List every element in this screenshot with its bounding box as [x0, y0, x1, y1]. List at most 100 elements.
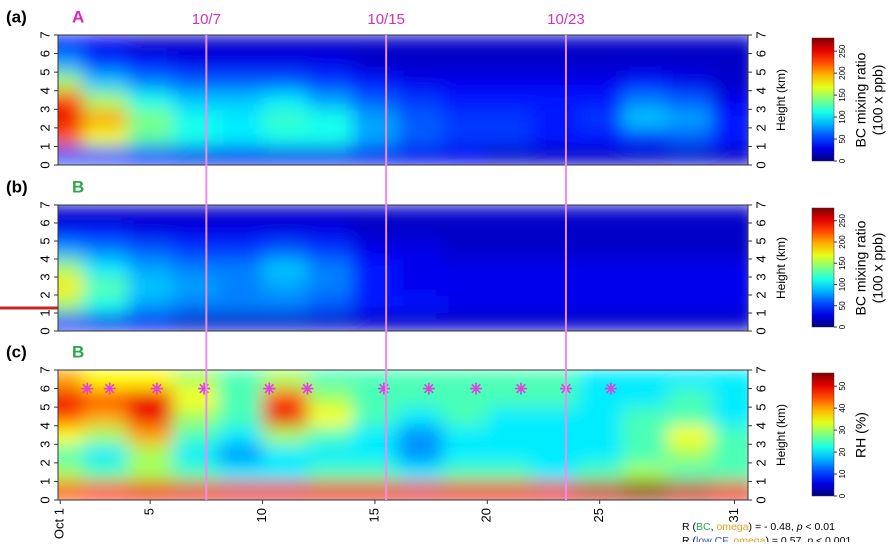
heat-cell [262, 146, 308, 165]
heat-cell [58, 53, 84, 73]
heat-cell [172, 462, 219, 482]
heat-cell [82, 223, 129, 242]
heat-cell [217, 35, 264, 55]
colorbar-tick-label: 0 [838, 158, 847, 163]
y-tick-label-right: 6 [753, 385, 768, 392]
heat-cell [397, 462, 443, 482]
y-tick-label: 0 [37, 327, 52, 334]
heat-cell [667, 481, 713, 500]
heat-cell [127, 295, 174, 314]
heat-cell [307, 462, 353, 482]
heat-cell [397, 277, 443, 296]
heat-cell [712, 295, 748, 314]
colorbar-label: (100 x ppb) [870, 233, 886, 304]
heat-cell [58, 481, 84, 500]
heat-cell [667, 223, 713, 242]
colorbar [811, 37, 835, 162]
heat-cell [172, 259, 219, 278]
y-tick-label-right: 3 [753, 106, 768, 113]
heat-cell [262, 407, 308, 427]
heat-cell [82, 109, 129, 129]
heat-cell [622, 295, 668, 314]
heat-cell [82, 481, 129, 500]
heat-cell [58, 90, 84, 110]
heat-cell [622, 72, 668, 92]
y-tick-label: 2 [37, 291, 52, 298]
heat-cell [487, 90, 533, 110]
y-tick-label: 2 [37, 459, 52, 466]
heat-cell [532, 277, 578, 296]
plot-frame [57, 369, 749, 501]
heat-cell [532, 388, 578, 408]
heat-cell [712, 481, 748, 500]
heat-cell [172, 277, 219, 296]
heat-cell [262, 444, 308, 464]
site-label: B [72, 342, 84, 361]
heat-cell [487, 109, 533, 129]
heat-cell [58, 462, 84, 482]
y-tick-label-right: 6 [753, 50, 768, 57]
stats-part: , [711, 521, 717, 533]
heat-cell [622, 35, 668, 55]
heat-cell [352, 277, 398, 296]
heat-cell [217, 277, 264, 296]
heat-cell [397, 205, 443, 224]
heat-cell [667, 53, 713, 73]
heat-cell [82, 295, 129, 314]
heat-cell [487, 259, 533, 278]
y-tick-label: 1 [37, 309, 52, 316]
heat-cell [58, 146, 84, 165]
heat-cell [82, 444, 129, 464]
heat-cell [127, 35, 174, 55]
heat-cell [487, 407, 533, 427]
heat-cell [172, 146, 219, 165]
y-tick-label: 6 [37, 219, 52, 226]
heat-cell [397, 481, 443, 500]
heat-cell [262, 90, 308, 110]
heat-cell [667, 313, 713, 331]
heat-cell [442, 462, 488, 482]
heat-cell [172, 481, 219, 500]
heat-cell [262, 388, 308, 408]
heat-cell [622, 313, 668, 331]
heat-cell [622, 53, 668, 73]
y-tick-label: 3 [37, 441, 52, 448]
heat-cell [82, 205, 129, 224]
heat-cell [58, 277, 84, 296]
heat-cell [577, 425, 623, 445]
heat-cell [307, 72, 353, 92]
heat-cell [262, 370, 308, 390]
heat-cell [577, 313, 623, 331]
heat-cell [262, 462, 308, 482]
heat-cell [262, 241, 308, 260]
heat-cell [532, 205, 578, 224]
heat-cell [532, 462, 578, 482]
heat-cell [667, 462, 713, 482]
colorbar-tick-label: 150 [838, 256, 847, 270]
y-tick-label: 6 [37, 50, 52, 57]
x-tick-label: 31 [726, 508, 741, 522]
heat-cell [397, 127, 443, 147]
stats-line: R (BC, omega) = - 0.48, p < 0.01 [682, 521, 835, 533]
heat-cell [442, 35, 488, 55]
heat-cell [262, 53, 308, 73]
heat-cell [172, 407, 219, 427]
heat-cell [127, 259, 174, 278]
heat-cell [622, 109, 668, 129]
y-tick-label-right: 4 [753, 87, 768, 94]
heat-cell [352, 205, 398, 224]
heat-cell [352, 53, 398, 73]
heat-cell [442, 370, 488, 390]
heat-cell [442, 72, 488, 92]
y-tick-label-right: 0 [753, 327, 768, 334]
y-tick-label: 7 [37, 31, 52, 38]
heat-cell [172, 223, 219, 242]
heat-cell [712, 205, 748, 224]
y-tick-label: 0 [37, 496, 52, 503]
x-tick-label: 25 [591, 508, 606, 522]
heat-cell [442, 146, 488, 165]
x-tick-label: 10 [254, 508, 269, 522]
heat-cell [487, 205, 533, 224]
y-tick-label: 4 [37, 422, 52, 429]
heat-cell [442, 277, 488, 296]
